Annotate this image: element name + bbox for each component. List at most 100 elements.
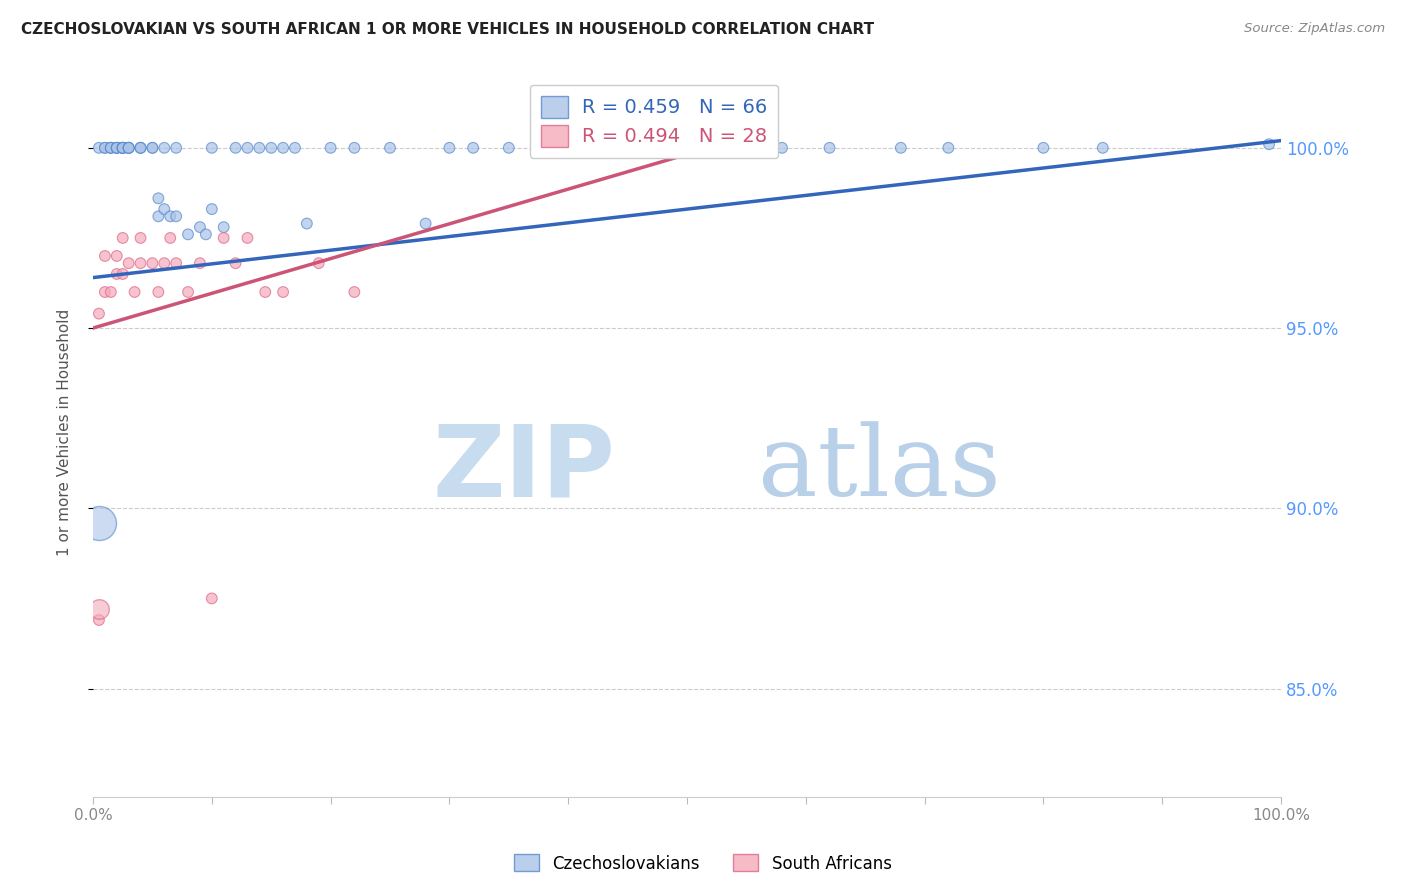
Point [936, 141, 959, 155]
Point [188, 256, 211, 270]
Point [212, 231, 235, 245]
Point [105, 267, 128, 281]
Point [770, 141, 793, 155]
Text: CZECHOSLOVAKIAN VS SOUTH AFRICAN 1 OR MORE VEHICLES IN HOUSEHOLD CORRELATION CHA: CZECHOSLOVAKIAN VS SOUTH AFRICAN 1 OR MO… [21, 22, 875, 37]
Point [415, 217, 437, 231]
Point [111, 141, 134, 155]
Point [87, 141, 110, 155]
Text: Source: ZipAtlas.com: Source: ZipAtlas.com [1244, 22, 1385, 36]
Point [118, 141, 141, 155]
Point [236, 231, 259, 245]
Point [201, 202, 224, 216]
Point [148, 285, 170, 299]
Point [153, 256, 176, 270]
Point [165, 256, 187, 270]
Point [105, 141, 128, 155]
Point [129, 141, 152, 155]
Point [105, 141, 128, 155]
Point [260, 141, 283, 155]
Point [159, 210, 181, 224]
Point [284, 141, 307, 155]
Point [94, 249, 117, 263]
Point [100, 141, 122, 155]
Point [129, 141, 152, 155]
Point [236, 141, 259, 155]
Point [94, 141, 117, 155]
Point [557, 141, 579, 155]
Point [94, 141, 117, 155]
Point [141, 256, 163, 270]
Point [676, 141, 699, 155]
Point [111, 141, 134, 155]
Point [105, 249, 128, 263]
Point [105, 141, 128, 155]
Point [533, 141, 555, 155]
Point [319, 141, 342, 155]
Point [87, 613, 110, 627]
Point [201, 141, 224, 155]
Point [254, 285, 277, 299]
Point [343, 285, 366, 299]
Point [628, 141, 651, 155]
Point [188, 220, 211, 235]
Point [225, 141, 247, 155]
Point [439, 141, 461, 155]
Point [1091, 141, 1114, 155]
Point [129, 256, 152, 270]
Point [129, 231, 152, 245]
Point [343, 141, 366, 155]
Text: atlas: atlas [758, 421, 1001, 516]
Point [159, 231, 181, 245]
Point [111, 141, 134, 155]
Point [201, 591, 224, 606]
Point [118, 256, 141, 270]
Point [295, 217, 318, 231]
Point [141, 141, 163, 155]
Point [271, 141, 294, 155]
Point [118, 141, 141, 155]
Point [308, 256, 330, 270]
Point [94, 285, 117, 299]
Legend: Czechoslovakians, South Africans: Czechoslovakians, South Africans [508, 847, 898, 880]
Point [194, 227, 217, 242]
Point [148, 210, 170, 224]
Point [87, 516, 110, 530]
Point [111, 141, 134, 155]
Point [165, 141, 187, 155]
Point [111, 141, 134, 155]
Point [118, 141, 141, 155]
Point [247, 141, 270, 155]
Point [735, 141, 758, 155]
Y-axis label: 1 or more Vehicles in Household: 1 or more Vehicles in Household [58, 309, 72, 557]
Text: ZIP: ZIP [433, 420, 616, 517]
Point [378, 141, 401, 155]
Point [177, 227, 200, 242]
Point [165, 210, 187, 224]
Point [87, 307, 110, 321]
Point [581, 141, 603, 155]
Point [711, 141, 734, 155]
Point [105, 141, 128, 155]
Point [177, 285, 200, 299]
Point [141, 141, 163, 155]
Point [463, 141, 485, 155]
Point [498, 141, 520, 155]
Point [148, 191, 170, 205]
Point [100, 285, 122, 299]
Point [153, 141, 176, 155]
Point [111, 267, 134, 281]
Point [124, 285, 146, 299]
Point [1258, 137, 1281, 152]
Point [100, 141, 122, 155]
Point [890, 141, 912, 155]
Point [100, 141, 122, 155]
Point [129, 141, 152, 155]
Point [153, 202, 176, 216]
Point [118, 141, 141, 155]
Point [1032, 141, 1054, 155]
Point [225, 256, 247, 270]
Point [818, 141, 841, 155]
Legend: R = 0.459   N = 66, R = 0.494   N = 28: R = 0.459 N = 66, R = 0.494 N = 28 [530, 85, 778, 158]
Point [271, 285, 294, 299]
Point [111, 141, 134, 155]
